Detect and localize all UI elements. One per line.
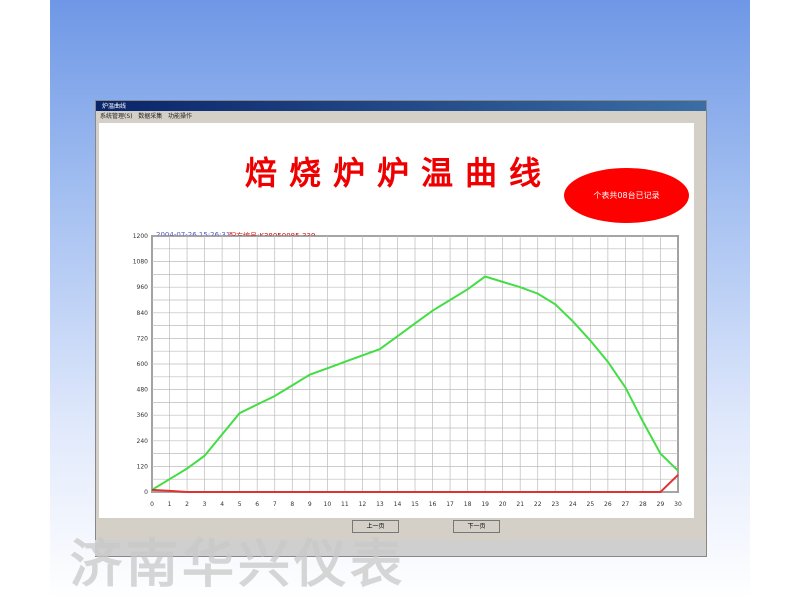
x-tick-label: 17 (446, 501, 454, 508)
prev-page-button[interactable]: 上一页 (352, 520, 399, 533)
title-bar: 炉温曲线 (96, 101, 706, 111)
x-tick-label: 0 (150, 501, 154, 508)
x-tick-label: 7 (273, 501, 277, 508)
y-tick-label: 480 (137, 387, 149, 394)
x-tick-label: 4 (220, 501, 224, 508)
status-badge: 个表共08台已记录 (564, 168, 689, 223)
y-tick-label: 240 (137, 438, 149, 445)
menu-data[interactable]: 数据采集 (138, 113, 163, 120)
y-tick-label: 600 (137, 361, 149, 368)
x-tick-label: 30 (674, 501, 682, 508)
x-tick-label: 25 (587, 501, 595, 508)
x-tick-label: 21 (516, 501, 524, 508)
x-tick-label: 2 (185, 501, 189, 508)
x-tick-label: 13 (376, 501, 384, 508)
x-tick-label: 15 (411, 501, 419, 508)
y-tick-label: 840 (137, 310, 149, 317)
x-tick-label: 16 (429, 501, 437, 508)
next-page-button[interactable]: 下一页 (453, 520, 500, 533)
y-tick-label: 360 (137, 412, 149, 419)
x-tick-label: 20 (499, 501, 507, 508)
y-tick-label: 960 (137, 284, 149, 291)
x-tick-label: 18 (464, 501, 472, 508)
y-tick-label: 0 (144, 489, 148, 496)
x-tick-label: 22 (534, 501, 542, 508)
menu-func[interactable]: 功能操作 (167, 113, 192, 120)
y-tick-label: 1200 (133, 233, 148, 240)
x-tick-label: 24 (569, 501, 577, 508)
x-tick-label: 26 (604, 501, 612, 508)
watermark: 济南华兴仪表 (70, 535, 407, 595)
y-tick-label: 1080 (133, 259, 148, 266)
y-tick-label: 120 (137, 463, 149, 470)
x-tick-label: 6 (255, 501, 259, 508)
x-tick-label: 27 (622, 501, 630, 508)
x-tick-label: 23 (551, 501, 559, 508)
page-title: 焙烧炉炉温曲线 (244, 154, 553, 192)
x-tick-label: 28 (639, 501, 647, 508)
x-tick-label: 12 (359, 501, 367, 508)
x-tick-label: 1 (168, 501, 172, 508)
x-tick-label: 5 (238, 501, 242, 508)
x-tick-label: 19 (481, 501, 489, 508)
timestamp: 2004-07-26 15:26:31 (156, 231, 231, 239)
x-tick-label: 3 (203, 501, 207, 508)
x-tick-label: 11 (341, 501, 349, 508)
x-tick-label: 14 (394, 501, 402, 508)
taskbar (95, 540, 705, 556)
x-tick-label: 8 (290, 501, 294, 508)
x-tick-label: 9 (308, 501, 312, 508)
x-tick-label: 10 (324, 501, 332, 508)
menu-system[interactable]: 系统管理(S) (100, 113, 133, 120)
x-tick-label: 29 (657, 501, 665, 508)
y-tick-label: 720 (137, 335, 149, 342)
menu-bar: 系统管理(S) 数据采集 功能操作 (96, 111, 706, 120)
